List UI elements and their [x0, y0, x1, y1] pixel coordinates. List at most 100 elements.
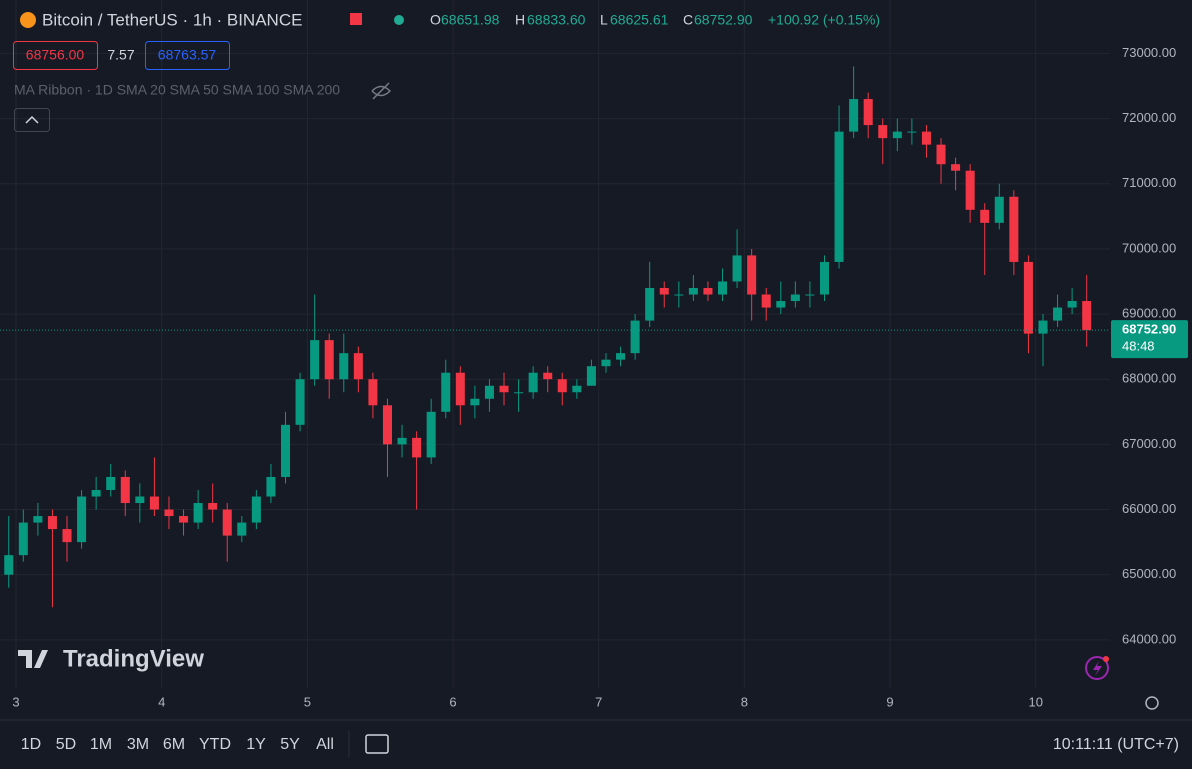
candle-body [295, 379, 305, 425]
y-tick-label: 73000.00 [1122, 45, 1176, 60]
y-tick-label: 65000.00 [1122, 566, 1176, 581]
candle-body [499, 385, 509, 393]
last-price-box [1111, 320, 1188, 359]
candle-body [324, 340, 334, 380]
alert-icon[interactable] [1085, 656, 1109, 680]
range-icon[interactable] [365, 734, 389, 754]
candle-body [863, 99, 873, 126]
candle-body [819, 261, 830, 295]
countdown: 48:48 [1122, 339, 1155, 354]
last-price-label: 68752.90 [1122, 322, 1176, 337]
candle-body [921, 131, 931, 145]
timeframe-button[interactable]: All [316, 736, 334, 753]
timeframe-button[interactable]: YTD [199, 736, 231, 753]
timeframe-button[interactable]: 3M [127, 736, 149, 753]
plot: 3 4 5 6 7 8 9 10 73000.00 72000.00 71000.00 70000.0… [0, 0, 1188, 709]
candle-body [1067, 301, 1077, 308]
x-tick-label: 10 [1028, 694, 1042, 709]
candle-body [77, 496, 87, 543]
candle-body [514, 392, 524, 394]
ohlc-value: 68833.60 [527, 12, 586, 28]
candle-body [528, 372, 538, 393]
bolt [1093, 661, 1102, 676]
candle-body [106, 476, 116, 490]
timeframe-button[interactable]: 6M [163, 736, 185, 753]
candle-body [18, 522, 28, 556]
candle-body [33, 516, 43, 523]
ask-box[interactable] [145, 41, 230, 70]
candle-body [310, 340, 320, 380]
y-tick-label: 66000.00 [1122, 501, 1176, 516]
candle-body [557, 379, 567, 393]
candle-body [47, 516, 57, 530]
candle-body [688, 288, 698, 295]
y-tick-label: 64000.00 [1122, 631, 1176, 646]
x-tick-label: 9 [886, 694, 893, 709]
candle-body [994, 196, 1004, 223]
candle-body [1023, 261, 1033, 334]
candle-body [645, 288, 655, 321]
y-tick-label: 71000.00 [1122, 175, 1176, 190]
timeframe-button[interactable]: 1Y [246, 736, 266, 753]
candle-body [149, 496, 159, 510]
candle-body [659, 288, 669, 295]
candle-body [222, 509, 232, 536]
candle-body [849, 99, 859, 132]
timeframe-button[interactable]: 5D [56, 736, 76, 753]
ohlc-key: C [683, 12, 693, 28]
y-tick-label: 72000.00 [1122, 110, 1176, 125]
status-dot [394, 15, 404, 25]
candle-body [732, 255, 742, 282]
candle-body [936, 144, 946, 165]
y-tick-label: 70000.00 [1122, 240, 1176, 255]
y-tick-label: 69000.00 [1122, 306, 1176, 321]
candle-body [208, 503, 218, 510]
candle-body [426, 411, 436, 458]
candle-body [718, 281, 728, 295]
ohlc-key: L [600, 12, 608, 28]
indicator: MA Ribbon · 1D SMA 20 SMA 50 SMA 100 SMA… [14, 82, 340, 98]
candle-body [91, 489, 101, 497]
candle-body [368, 379, 378, 406]
candle-body [747, 255, 757, 295]
candle-body [251, 496, 261, 523]
candle-body [397, 437, 407, 445]
timeframe-button[interactable]: 1D [21, 736, 41, 753]
candle-body [412, 437, 422, 458]
symbol: Bitcoin / TetherUS · 1h · BINANCE [42, 10, 302, 29]
candle-body [878, 125, 888, 139]
coin-icon [20, 12, 36, 28]
timeframe-button[interactable]: 5Y [280, 736, 300, 753]
candle-body [761, 294, 771, 308]
bid-box[interactable] [13, 41, 98, 70]
collapse-button[interactable] [14, 108, 50, 132]
candle-body [674, 294, 684, 296]
candle-body [1038, 320, 1048, 334]
candle-body [339, 353, 349, 380]
change: +100.92 (+0.15%) [768, 12, 880, 28]
candle-body [805, 294, 815, 296]
badge [1103, 656, 1109, 662]
candle-body [790, 294, 800, 302]
candle-body [586, 366, 596, 386]
candle-body [4, 555, 14, 575]
settings-icon[interactable] [1145, 696, 1159, 710]
timeframe-button[interactable]: 1M [90, 736, 112, 753]
candle-body [164, 509, 174, 517]
hide-icon[interactable] [371, 82, 392, 100]
ohlc-key: H [515, 12, 525, 28]
ohlc-key: O [430, 12, 441, 28]
candle-body [965, 170, 975, 210]
candle-body [907, 131, 917, 133]
candle-body [120, 476, 130, 504]
candle-body [179, 516, 189, 523]
candle-body [237, 522, 247, 536]
y-tick-label: 67000.00 [1122, 436, 1176, 451]
candle-body [572, 385, 582, 393]
candle-body [980, 209, 990, 223]
x-tick-label: 5 [304, 694, 311, 709]
flag[interactable] [350, 13, 362, 25]
candle-body [776, 301, 786, 308]
